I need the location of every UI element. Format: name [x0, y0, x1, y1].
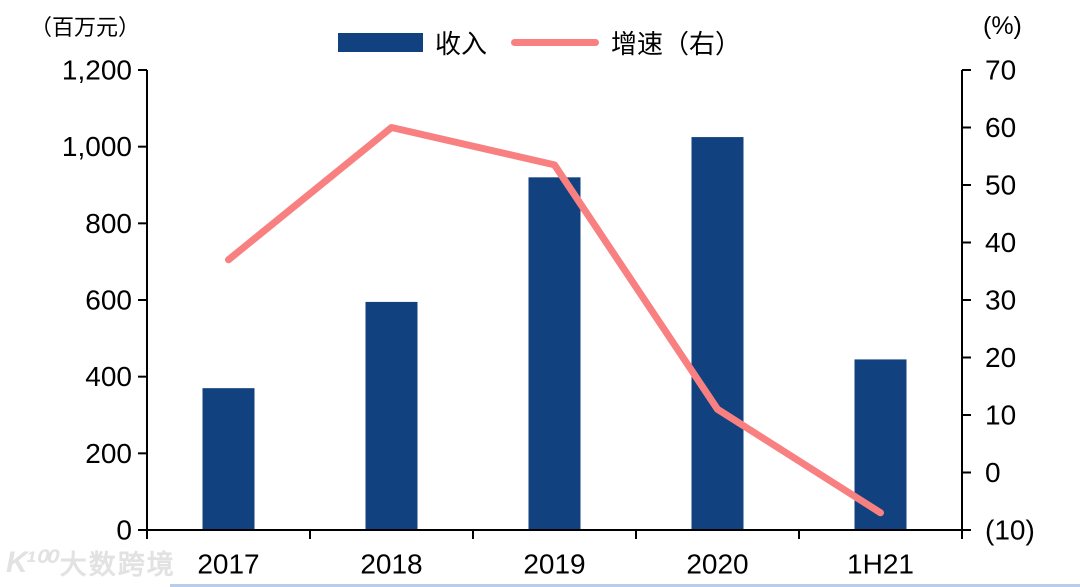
watermark: K¹⁰⁰ 大数跨境: [6, 543, 176, 582]
legend-label-revenue: 收入: [435, 30, 488, 59]
legend-line-swatch: [511, 39, 600, 46]
bar-2017: [202, 388, 255, 530]
x-category-label: 2020: [686, 549, 748, 580]
right-tick-label: (10): [985, 515, 1035, 546]
x-category-label: 1H21: [847, 549, 914, 580]
bar-2019: [528, 177, 581, 531]
left-tick-label: 1,200: [62, 55, 132, 86]
x-category-label: 2018: [360, 549, 422, 580]
watermark-logo-icon: K¹⁰⁰: [6, 546, 56, 579]
watermark-text: 大数跨境: [59, 550, 176, 580]
bar-2018: [365, 301, 418, 530]
left-axis-unit-label: （百万元）: [30, 15, 141, 40]
right-tick-label: 60: [985, 112, 1016, 143]
right-tick-label: 50: [985, 170, 1016, 201]
right-tick-label: 30: [985, 285, 1016, 316]
right-tick-label: 10: [985, 400, 1016, 431]
legend-label-growth: 增速（右）: [611, 30, 742, 59]
bar-2020: [691, 137, 744, 531]
x-category-label: 2017: [197, 549, 259, 580]
left-tick-label: 0: [116, 515, 132, 546]
right-tick-label: 0: [985, 457, 1001, 488]
left-tick-label: 600: [85, 285, 132, 316]
bottom-rule: [170, 584, 1080, 587]
right-axis-unit-label: (%): [983, 12, 1022, 40]
growth-line: [225, 124, 884, 517]
left-tick-label: 1,000: [62, 131, 132, 162]
legend: 收入 增速（右）: [338, 24, 741, 61]
left-tick-label: 800: [85, 208, 132, 239]
right-tick-label: 70: [985, 55, 1016, 86]
x-category-label: 2019: [523, 549, 585, 580]
left-tick-label: 200: [85, 438, 132, 469]
right-tick-label: 20: [985, 342, 1016, 373]
legend-bar-swatch: [338, 33, 423, 52]
left-tick-label: 400: [85, 361, 132, 392]
right-tick-label: 40: [985, 227, 1016, 258]
